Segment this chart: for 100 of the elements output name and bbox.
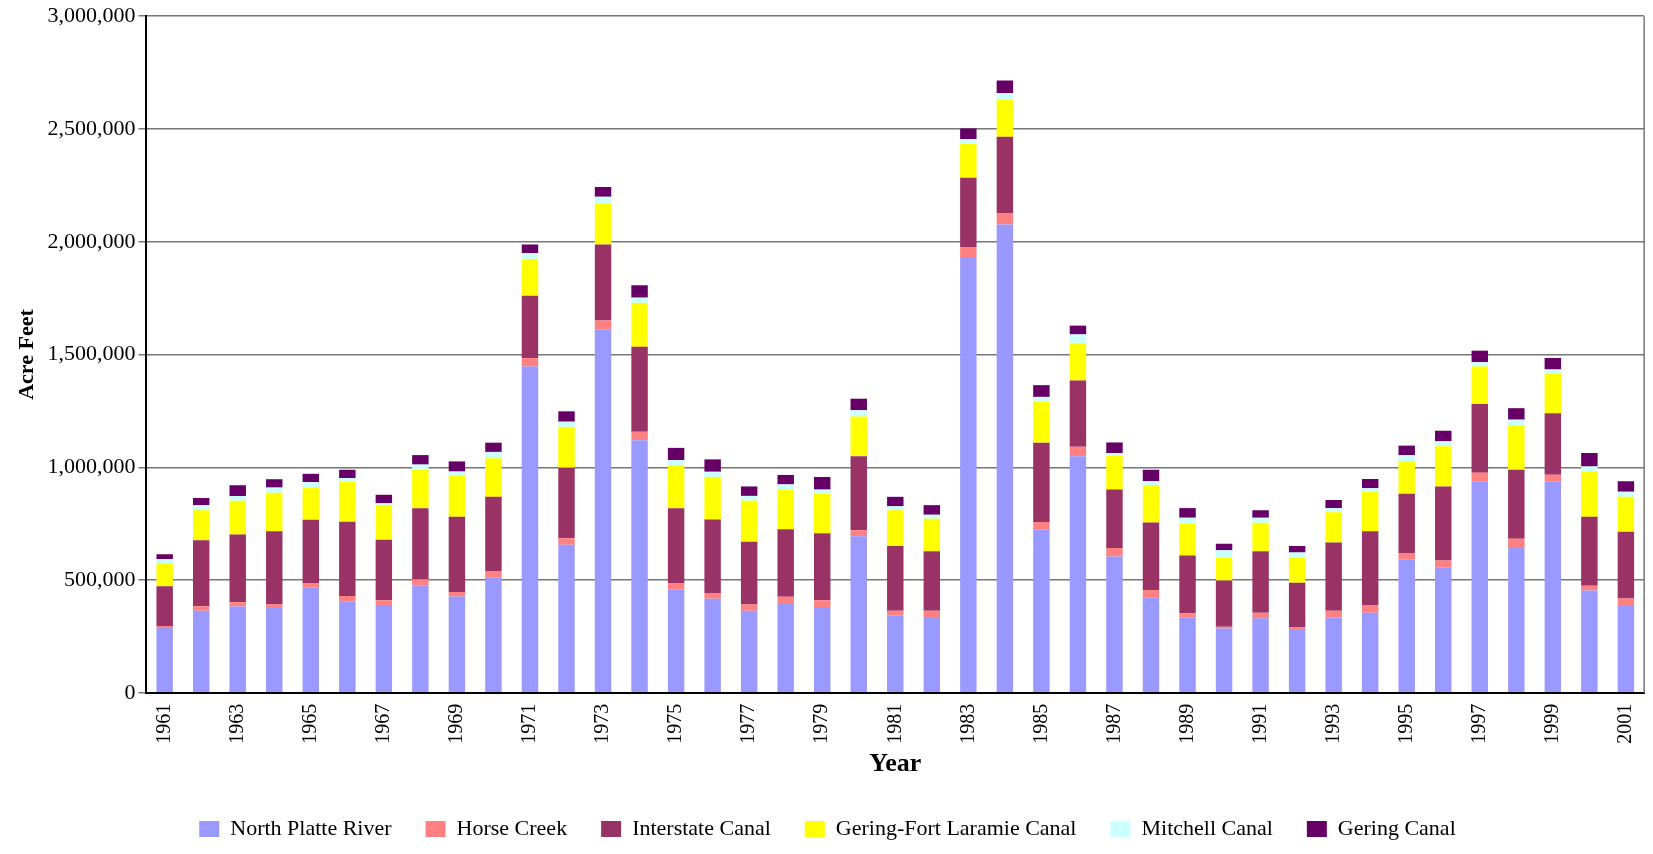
bar xyxy=(375,539,393,601)
bar xyxy=(156,559,173,564)
bar xyxy=(192,540,210,607)
bar xyxy=(521,295,539,359)
bar xyxy=(631,431,648,441)
legend-label: Gering-Fort Laramie Canal xyxy=(835,814,1077,840)
bar xyxy=(923,514,941,519)
bar xyxy=(740,495,758,501)
x-tick-label: 1971 xyxy=(517,703,540,744)
bar xyxy=(1435,567,1452,693)
bar xyxy=(448,461,466,472)
bar xyxy=(923,551,941,611)
bar xyxy=(1252,522,1269,552)
bar xyxy=(1325,542,1342,611)
x-tick-label: 1969 xyxy=(444,703,467,744)
bar xyxy=(266,531,283,605)
bar xyxy=(412,508,429,580)
bar xyxy=(302,587,320,693)
x-tick-label: 1979 xyxy=(809,703,832,744)
bar xyxy=(1215,557,1233,581)
x-tick-label: 1983 xyxy=(955,703,978,744)
x-tick-label: 2001 xyxy=(1613,703,1636,744)
bar xyxy=(923,610,941,618)
bar xyxy=(1398,559,1415,693)
bar xyxy=(1288,629,1306,693)
bar xyxy=(192,510,210,541)
bar xyxy=(594,244,612,321)
bar xyxy=(996,93,1014,100)
bar xyxy=(594,329,612,693)
bar xyxy=(156,554,173,560)
bar xyxy=(1069,343,1087,381)
x-tick-label: 1993 xyxy=(1320,703,1343,744)
bar xyxy=(996,224,1014,693)
bar xyxy=(594,186,612,197)
legend-label: Gering Canal xyxy=(1337,814,1456,840)
bar xyxy=(156,563,173,587)
bar xyxy=(1471,362,1488,367)
bar xyxy=(1398,461,1415,494)
legend-label: North Platte River xyxy=(230,814,393,840)
bar xyxy=(375,600,393,606)
bar xyxy=(1252,618,1269,693)
bar xyxy=(1361,492,1379,532)
bar xyxy=(1288,545,1306,553)
bar xyxy=(1361,605,1379,613)
bar xyxy=(229,534,246,603)
bar xyxy=(1179,613,1196,618)
bar xyxy=(192,505,210,511)
bar xyxy=(192,497,210,506)
bar xyxy=(1508,469,1525,539)
bar xyxy=(1435,430,1452,442)
bar xyxy=(1106,489,1123,549)
bar xyxy=(777,489,794,530)
bar xyxy=(740,486,758,496)
bar xyxy=(266,607,283,693)
bar xyxy=(1215,628,1233,693)
bar xyxy=(740,541,758,605)
bar xyxy=(1288,582,1306,628)
bar xyxy=(1617,496,1635,532)
bar xyxy=(156,586,173,627)
bar xyxy=(631,302,648,347)
bar xyxy=(448,475,466,517)
bar xyxy=(1033,529,1050,693)
bar xyxy=(302,519,320,584)
bar xyxy=(1325,610,1342,618)
bar xyxy=(192,606,210,611)
bar xyxy=(1508,546,1525,693)
bar xyxy=(704,598,721,693)
bar xyxy=(1581,471,1598,517)
bar xyxy=(1069,456,1087,693)
y-tick-label: 2,500,000 xyxy=(47,114,136,140)
bar xyxy=(448,471,466,476)
bar xyxy=(1581,453,1598,467)
bar xyxy=(558,421,575,427)
bar xyxy=(631,346,648,432)
bar xyxy=(1435,446,1452,487)
bar xyxy=(960,257,977,693)
bar xyxy=(814,493,831,534)
bar xyxy=(887,545,904,611)
bar xyxy=(1252,510,1269,518)
bar xyxy=(1179,617,1196,693)
bar xyxy=(960,138,977,145)
bar xyxy=(704,592,721,599)
bar xyxy=(229,606,246,693)
bar xyxy=(1106,442,1123,454)
bar xyxy=(1471,366,1488,404)
y-tick-label: 3,000,000 xyxy=(47,1,136,27)
bar xyxy=(1361,478,1379,489)
bar xyxy=(1325,508,1342,513)
bar xyxy=(777,596,794,604)
bar xyxy=(850,530,867,537)
bar xyxy=(1179,517,1196,524)
bar xyxy=(1398,493,1415,553)
bar xyxy=(1142,589,1160,598)
bar xyxy=(302,482,320,488)
bar xyxy=(1544,481,1562,693)
bar xyxy=(1617,531,1635,599)
bar xyxy=(1106,556,1123,693)
bar xyxy=(1581,590,1598,693)
bar xyxy=(339,596,356,602)
bar xyxy=(887,496,904,507)
